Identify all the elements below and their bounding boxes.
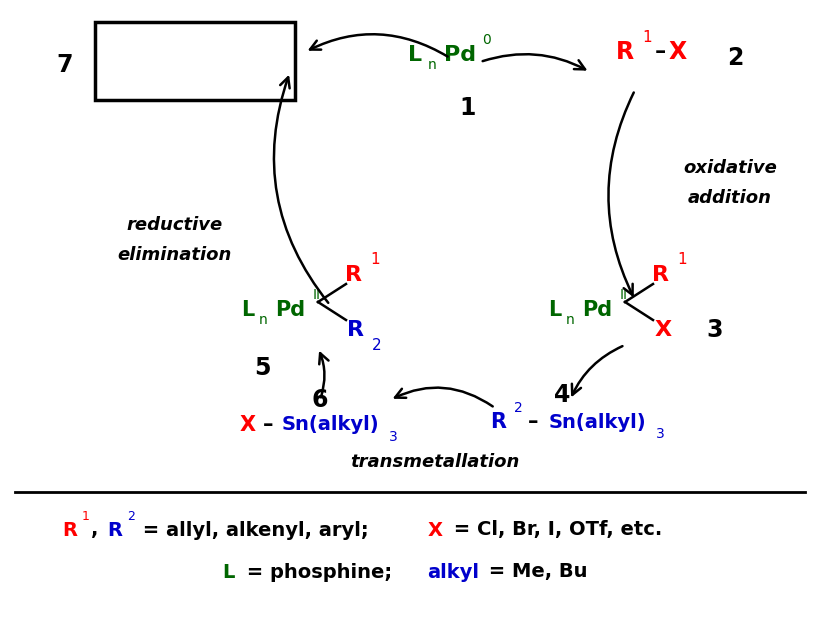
Text: X: X [428,520,442,540]
Text: Pd: Pd [274,300,305,320]
Text: R: R [146,50,164,74]
Text: n: n [427,58,436,72]
Text: 3: 3 [655,427,663,441]
FancyArrowPatch shape [571,346,622,395]
FancyArrowPatch shape [395,388,492,406]
Text: 2: 2 [127,510,134,522]
Text: X: X [668,40,686,64]
Text: 3: 3 [388,430,397,444]
Text: –: – [262,415,273,435]
Bar [95,22,295,100]
Text: 1: 1 [82,510,90,522]
Text: 2: 2 [229,41,238,56]
Text: L: L [241,300,255,320]
Text: R: R [202,50,221,74]
Text: 2: 2 [372,338,382,353]
Text: 1: 1 [676,253,686,268]
Text: transmetallation: transmetallation [350,453,519,471]
Text: addition: addition [687,189,771,207]
FancyArrowPatch shape [608,92,633,295]
Text: ,: , [91,520,105,540]
Text: R: R [652,265,668,285]
Text: n: n [258,313,267,327]
Text: n: n [565,313,573,327]
Text: 1: 1 [172,41,182,56]
Text: –: – [654,42,665,62]
Text: 1: 1 [369,253,379,268]
Text: Sn(alkyl): Sn(alkyl) [281,416,378,434]
Text: 2: 2 [513,401,522,415]
Text: R: R [345,265,362,285]
Bar [0,492,819,624]
Text: X: X [240,415,256,435]
Text: –: – [527,412,537,432]
Text: 4: 4 [553,383,569,407]
Text: 1: 1 [459,96,476,120]
Text: 5: 5 [253,356,270,380]
Text: reductive: reductive [127,216,223,234]
FancyArrowPatch shape [274,77,328,303]
Text: R: R [62,520,77,540]
Text: = Cl, Br, I, OTf, etc.: = Cl, Br, I, OTf, etc. [446,520,662,540]
Bar [0,0,819,492]
Text: elimination: elimination [118,246,232,264]
Text: R: R [615,40,633,64]
Text: = Me, Bu: = Me, Bu [482,562,586,582]
Text: = allyl, alkenyl, aryl;: = allyl, alkenyl, aryl; [136,520,375,540]
Text: X: X [654,320,671,340]
Text: R: R [347,320,364,340]
Text: R: R [490,412,505,432]
Text: oxidative: oxidative [682,159,776,177]
Text: R: R [106,520,122,540]
Text: 0: 0 [482,33,491,47]
Text: alkyl: alkyl [427,562,478,582]
Text: = phosphine;: = phosphine; [240,562,405,582]
Text: 3: 3 [706,318,722,342]
FancyArrowPatch shape [310,34,447,57]
Text: II: II [313,288,320,302]
Text: 1: 1 [641,31,651,46]
Text: 2: 2 [726,46,742,70]
Text: L: L [407,45,422,65]
Text: –: – [186,52,197,72]
Text: 7: 7 [57,53,73,77]
Text: Sn(alkyl): Sn(alkyl) [548,412,645,432]
Text: 6: 6 [311,388,328,412]
Text: Pd: Pd [581,300,611,320]
FancyArrowPatch shape [319,353,328,397]
Text: L: L [548,300,561,320]
Text: L: L [222,562,234,582]
Text: II: II [619,288,627,302]
FancyArrowPatch shape [482,54,585,69]
Text: Pd: Pd [443,45,476,65]
